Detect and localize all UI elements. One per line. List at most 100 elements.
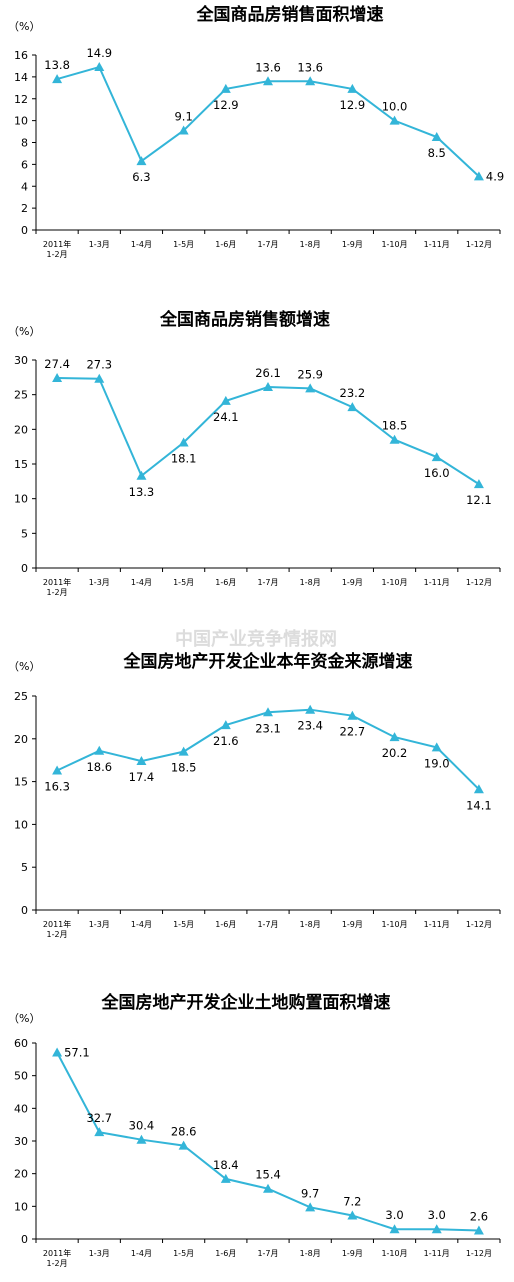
y-tick-label: 50 [14,1070,28,1083]
x-tick-label: 1-10月 [381,920,407,929]
y-unit-label: （%） [8,20,40,33]
data-label: 13.3 [129,485,155,499]
data-point-marker [52,1047,63,1057]
y-tick-label: 0 [21,904,28,917]
data-label: 7.2 [343,1194,361,1208]
y-tick-label: 5 [21,861,28,874]
data-label: 15.4 [255,1168,281,1182]
y-tick-label: 25 [14,389,28,402]
x-tick-label: 1-3月 [89,578,110,587]
x-tick-label: 1-8月 [300,920,321,929]
data-label: 18.4 [213,1158,239,1172]
data-label: 2.6 [470,1210,488,1224]
data-label: 12.1 [466,493,492,507]
data-label: 13.8 [44,58,70,72]
y-tick-label: 10 [14,115,28,128]
y-tick-label: 20 [14,733,28,746]
y-tick-label: 15 [14,776,28,789]
x-tick-label: 1-9月 [342,240,363,249]
x-tick-label: 1-3月 [89,240,110,249]
data-label: 23.1 [255,721,281,735]
data-point-marker [178,1140,189,1150]
data-point-marker [136,756,147,766]
x-tick-label: 2011年 1-2月 [43,919,71,939]
x-tick-label: 1-7月 [257,1249,278,1258]
y-tick-label: 16 [14,49,28,62]
x-tick-label: 1-6月 [215,920,236,929]
x-tick-label: 1-3月 [89,920,110,929]
x-tick-label: 1-10月 [381,240,407,249]
data-point-marker [94,745,105,755]
x-tick-label: 1-12月 [466,578,492,587]
data-point-marker [347,710,358,720]
data-label: 9.7 [301,1186,319,1200]
data-point-marker [220,720,231,730]
chart-panel-3: 全国房地产开发企业本年资金来源增速 （%） 0 5 10 15 20 25 2011年 1-2月 1… [8,651,501,939]
y-tick-label: 25 [14,690,28,703]
data-label: 3.0 [385,1208,403,1222]
data-label: 9.1 [174,109,192,123]
y-tick-label: 30 [14,1135,28,1148]
y-tick-label: 6 [21,158,28,171]
y-tick-label: 15 [14,458,28,471]
data-label: 22.7 [340,725,366,739]
data-point-marker [178,746,189,756]
data-point-marker [431,452,442,462]
x-tick-label: 2011年 1-2月 [43,577,71,597]
data-point-marker [347,83,358,93]
chart-title: 全国商品房销售额增速 [159,309,330,330]
x-tick-label: 1-12月 [466,1249,492,1258]
x-tick-label: 1-6月 [215,1249,236,1258]
data-label: 14.1 [466,798,492,812]
data-point-marker [305,1202,316,1212]
x-tick-label: 1-11月 [424,240,450,249]
data-point-marker [389,115,400,125]
x-tick-label: 2011年 1-2月 [43,239,71,259]
data-label: 28.6 [171,1125,197,1139]
data-point-marker [263,707,273,717]
watermark-text: 中国产业竞争情报网 [175,628,337,650]
data-point-marker [136,1134,147,1144]
y-tick-label: 30 [14,354,28,367]
y-unit-label: （%） [8,1012,40,1025]
data-label: 27.3 [86,358,112,372]
x-tick-label: 1-8月 [300,578,321,587]
data-label: 17.4 [129,770,155,784]
x-tick-label: 2011年 1-2月 [43,1248,71,1268]
data-point-marker [347,402,358,412]
data-label: 21.6 [213,734,239,748]
data-label: 20.2 [382,746,408,760]
data-point-marker [220,83,231,93]
data-point-marker [220,395,231,405]
data-label: 18.1 [171,452,197,466]
data-point-marker [263,382,273,392]
data-label: 23.4 [297,719,323,733]
y-tick-label: 20 [14,1168,28,1181]
data-point-marker [52,765,63,775]
y-tick-label: 14 [14,71,28,84]
data-label: 23.2 [340,386,366,400]
data-label: 4.9 [486,169,504,183]
data-point-marker [52,373,63,383]
data-label: 14.9 [86,46,112,60]
y-unit-label: （%） [8,660,40,673]
data-label: 30.4 [129,1119,155,1133]
data-point-marker [220,1173,231,1183]
data-label: 18.6 [86,760,112,774]
x-tick-label: 1-3月 [89,1249,110,1258]
x-tick-label: 1-10月 [381,1249,407,1258]
series-line [57,377,480,485]
x-tick-label: 1-7月 [257,240,278,249]
data-point-marker [389,1224,400,1234]
chart-title: 全国房地产开发企业本年资金来源增速 [123,651,413,672]
x-tick-label: 1-10月 [381,578,407,587]
chart-panel-1: 全国商品房销售面积增速 （%） 0 2 4 6 8 10 12 14 16 2011年 1-2月 1-3月… [8,4,504,259]
x-tick-label: 1-9月 [342,578,363,587]
y-unit-label: （%） [8,325,40,338]
y-tick-label: 10 [14,493,28,506]
y-tick-label: 12 [14,93,28,106]
data-point-marker [473,784,484,794]
data-point-marker [263,76,273,86]
y-tick-label: 0 [21,224,28,237]
